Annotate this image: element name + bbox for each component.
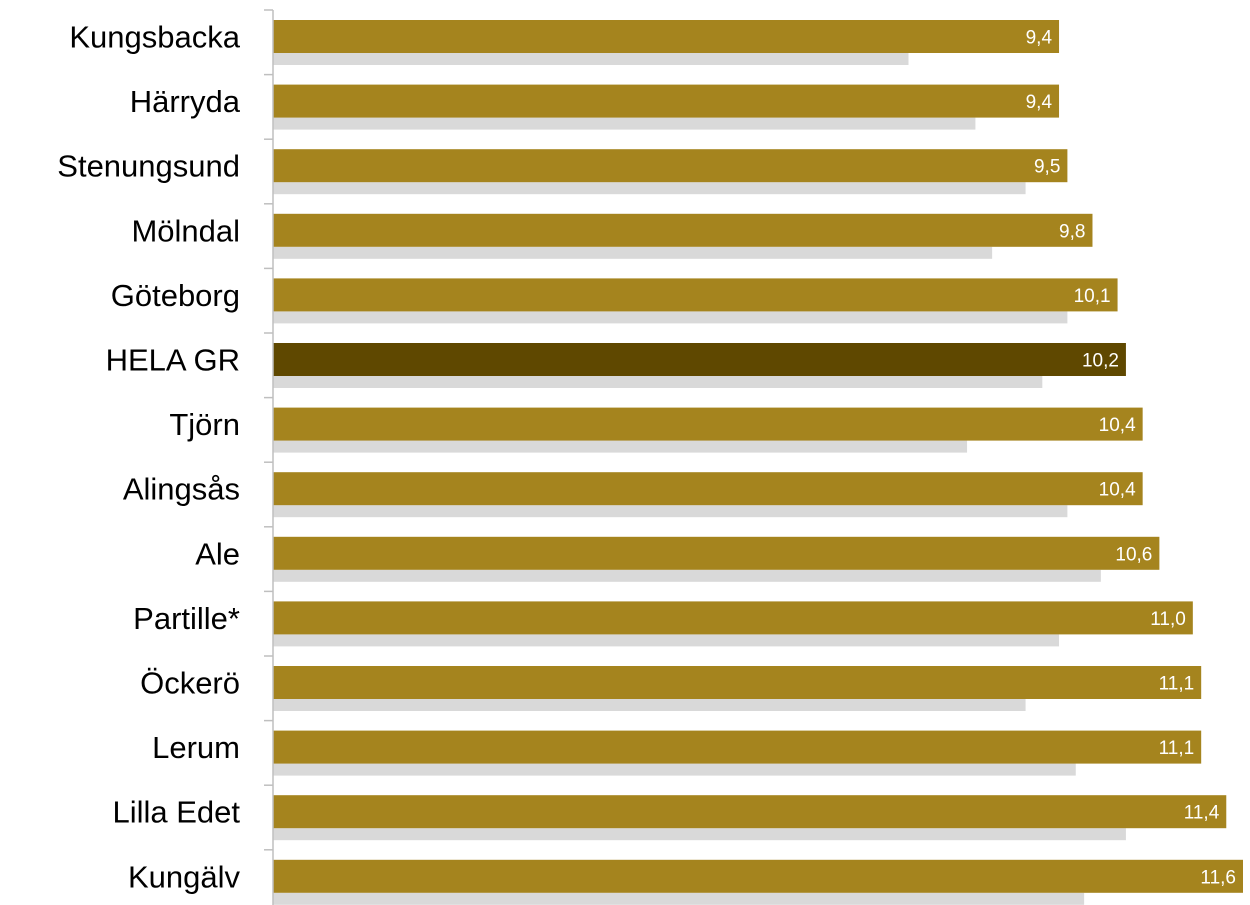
comparison-bar	[273, 763, 1076, 776]
data-label: 9,5	[1034, 157, 1060, 178]
value-bar	[273, 472, 1143, 506]
value-bar	[273, 278, 1118, 312]
comparison-bar	[273, 505, 1068, 518]
comparison-bar	[273, 376, 1043, 388]
comparison-bar	[273, 634, 1060, 647]
labels-layer: 9,4 Kungsbacka 9,4 Härryda 9,5 Stenungsund 9,8…	[57, 20, 1236, 895]
value-bar	[273, 84, 1060, 118]
value-bar	[273, 795, 1227, 829]
data-label: 10,6	[1115, 544, 1152, 565]
value-bar	[273, 407, 1143, 441]
comparison-bar	[273, 440, 968, 453]
category-label: Kungsbacka	[69, 20, 240, 55]
category-label: Göteborg	[111, 278, 240, 313]
category-label: Ale	[195, 536, 240, 571]
comparison-bar	[273, 311, 1068, 324]
comparison-bar	[273, 246, 993, 259]
value-bar	[273, 536, 1160, 570]
comparison-bar	[273, 117, 976, 130]
data-label: 9,4	[1026, 92, 1053, 113]
category-label: Tjörn	[169, 407, 240, 442]
data-label: 10,2	[1082, 351, 1119, 372]
data-label: 9,8	[1059, 221, 1085, 242]
value-bar	[273, 666, 1202, 699]
category-label: Alingsås	[123, 472, 240, 507]
category-label: Härryda	[130, 84, 241, 119]
value-bar	[273, 20, 1060, 53]
value-bar	[273, 213, 1093, 247]
value-bar	[273, 859, 1243, 893]
value-bar	[273, 730, 1202, 764]
data-label: 10,4	[1099, 480, 1136, 501]
comparison-bar	[273, 53, 909, 65]
data-label: 11,1	[1159, 674, 1195, 695]
comparison-bar	[273, 892, 1085, 905]
data-label: 10,1	[1074, 286, 1111, 307]
category-axis	[264, 9, 274, 905]
category-label: Lilla Edet	[112, 795, 240, 830]
data-label: 11,4	[1184, 803, 1220, 824]
category-label: HELA GR	[106, 343, 240, 378]
category-label: Mölndal	[131, 213, 240, 248]
value-bar	[273, 149, 1068, 183]
bars-layer	[273, 20, 1243, 905]
data-label: 11,6	[1200, 867, 1236, 888]
data-label: 9,4	[1026, 28, 1053, 49]
data-label: 11,0	[1150, 609, 1186, 630]
category-label: Kungälv	[128, 859, 241, 894]
category-label: Stenungsund	[57, 149, 240, 184]
value-bar	[273, 343, 1126, 376]
category-label: Partille*	[133, 601, 240, 636]
comparison-bar	[273, 828, 1126, 841]
comparison-bar	[273, 569, 1101, 582]
category-label: Lerum	[152, 730, 240, 765]
comparison-bar	[273, 182, 1026, 195]
category-label: Öckerö	[140, 666, 240, 701]
data-label: 11,1	[1159, 738, 1195, 759]
comparison-bar	[273, 699, 1026, 711]
data-label: 10,4	[1099, 415, 1136, 436]
value-bar	[273, 601, 1193, 635]
